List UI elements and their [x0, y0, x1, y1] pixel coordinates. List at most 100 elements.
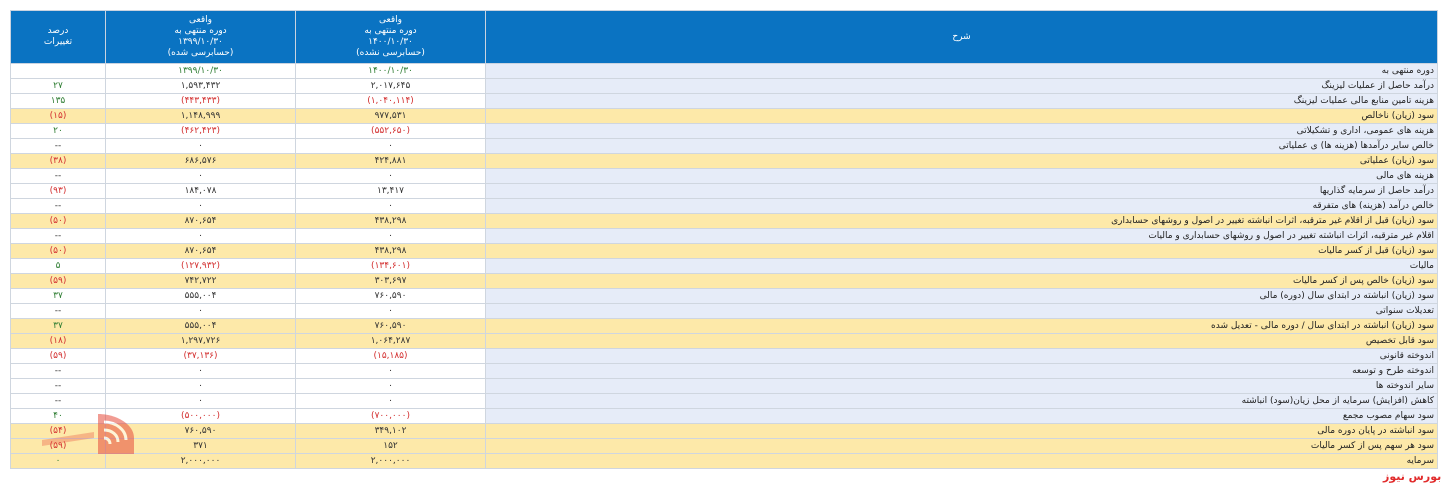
- row-previous-value: ۰: [105, 228, 296, 244]
- table-row: خالص سایر درآمدها (هزینه ها) ی عملیاتی ۰ ۰…: [10, 138, 1438, 154]
- row-change-value: ۱۳۵: [10, 93, 106, 109]
- row-description: سود (زیان) انباشته در ابتدای سال / دوره …: [485, 318, 1438, 334]
- table-row: سود (زیان) عملیاتی ۴۲۴,۸۸۱ ۶۸۶,۵۷۶ (۳۸): [10, 153, 1438, 169]
- row-change-value: (۵۹): [10, 348, 106, 364]
- row-change-value: --: [10, 378, 106, 394]
- row-description: درآمد حاصل از سرمایه گذاریها: [485, 183, 1438, 199]
- row-current-value: (۱,۰۴۰,۱۱۴): [295, 93, 486, 109]
- row-previous-value: (۵۰۰,۰۰۰): [105, 408, 296, 424]
- row-current-value: ۹۷۷,۵۳۱: [295, 108, 486, 124]
- row-current-value: ۰: [295, 303, 486, 319]
- row-description: هزینه تامین منابع مالی عملیات لیزینگ: [485, 93, 1438, 109]
- row-description: خالص سایر درآمدها (هزینه ها) ی عملیاتی: [485, 138, 1438, 154]
- table-row: سود (زیان) خالص پس از کسر مالیات ۳۰۳,۶۹۷ ۷…: [10, 273, 1438, 289]
- row-current-value: ۷۶۰,۵۹۰: [295, 288, 486, 304]
- row-change-value: --: [10, 228, 106, 244]
- row-previous-value: ۰: [105, 393, 296, 409]
- row-previous-value: ۸۷۰,۶۵۴: [105, 213, 296, 229]
- row-change-value: (۱۵): [10, 108, 106, 124]
- row-current-value: ۰: [295, 198, 486, 214]
- row-current-value: ۱۴۰۰/۱۰/۳۰: [295, 63, 486, 79]
- row-previous-value: ۷۴۲,۷۲۲: [105, 273, 296, 289]
- row-current-value: (۷۰۰,۰۰۰): [295, 408, 486, 424]
- row-change-value: ۵: [10, 258, 106, 274]
- row-previous-value: ۰: [105, 168, 296, 184]
- row-current-value: ۱,۰۶۴,۲۸۷: [295, 333, 486, 349]
- row-change-value: --: [10, 198, 106, 214]
- row-change-value: (۵۰): [10, 213, 106, 229]
- table-row: هزینه های عمومی، اداری و تشکیلاتی (۵۵۲,۶۵…: [10, 123, 1438, 139]
- row-current-value: ۰: [295, 138, 486, 154]
- table-row: درآمد حاصل از سرمایه گذاریها ۱۳,۴۱۷ ۱۸۴,۰۷…: [10, 183, 1438, 199]
- table-row: هزینه های مالی ۰ ۰ --: [10, 168, 1438, 184]
- row-previous-value: ۰: [105, 303, 296, 319]
- row-current-value: ۰: [295, 228, 486, 244]
- row-previous-value: ۰: [105, 198, 296, 214]
- row-description: تعدیلات سنواتی: [485, 303, 1438, 319]
- table-row: اندوخته طرح و توسعه ۰ ۰ --: [10, 363, 1438, 379]
- row-current-value: ۱۳,۴۱۷: [295, 183, 486, 199]
- row-previous-value: ۱,۱۴۸,۹۹۹: [105, 108, 296, 124]
- row-change-value: ۰: [10, 453, 106, 469]
- table-row: سود انباشته در پایان دوره مالی ۳۴۹,۱۰۲ ۷۶۰…: [10, 423, 1438, 439]
- table-row: خالص درآمد (هزینه) های متفرقه ۰ ۰ --: [10, 198, 1438, 214]
- row-previous-value: ۱۳۹۹/۱۰/۳۰: [105, 63, 296, 79]
- table-row: سود (زیان) انباشته در ابتدای سال (دوره) …: [10, 288, 1438, 304]
- table-row: سایر اندوخته ها ۰ ۰ --: [10, 378, 1438, 394]
- row-current-value: ۳۰۳,۶۹۷: [295, 273, 486, 289]
- row-description: دوره منتهی به: [485, 63, 1438, 79]
- row-change-value: (۱۸): [10, 333, 106, 349]
- row-change-value: (۹۳): [10, 183, 106, 199]
- row-current-value: ۲,۰۰۰,۰۰۰: [295, 453, 486, 469]
- row-current-value: ۴۳۸,۲۹۸: [295, 213, 486, 229]
- row-change-value: ۲۷: [10, 78, 106, 94]
- header-current-period: واقعی دوره منتهی به ۱۴۰۰/۱۰/۳۰ (حسابرسی …: [295, 10, 486, 64]
- table-row: سرمایه ۲,۰۰۰,۰۰۰ ۲,۰۰۰,۰۰۰ ۰: [10, 453, 1438, 469]
- table-body: دوره منتهی به ۱۴۰۰/۱۰/۳۰ ۱۳۹۹/۱۰/۳۰ درآمد ح…: [10, 63, 1438, 469]
- row-current-value: ۰: [295, 378, 486, 394]
- row-description: مالیات: [485, 258, 1438, 274]
- row-current-value: ۲,۰۱۷,۶۴۵: [295, 78, 486, 94]
- table-row: سود قابل تخصیص ۱,۰۶۴,۲۸۷ ۱,۲۹۷,۷۲۶ (۱۸): [10, 333, 1438, 349]
- row-current-value: ۴۲۴,۸۸۱: [295, 153, 486, 169]
- row-description: اقلام غیر مترقبه، اثرات انباشته تغییر در…: [485, 228, 1438, 244]
- row-description: سود قابل تخصیص: [485, 333, 1438, 349]
- row-previous-value: ۱,۵۹۳,۴۳۲: [105, 78, 296, 94]
- row-change-value: --: [10, 168, 106, 184]
- financial-table-container: شرح واقعی دوره منتهی به ۱۴۰۰/۱۰/۳۰ (حساب…: [10, 10, 1438, 469]
- row-previous-value: ۸۷۰,۶۵۴: [105, 243, 296, 259]
- row-current-value: ۱۵۲: [295, 438, 486, 454]
- row-previous-value: ۰: [105, 138, 296, 154]
- row-previous-value: (۱۲۷,۹۳۲): [105, 258, 296, 274]
- row-current-value: (۵۵۲,۶۵۰): [295, 123, 486, 139]
- row-current-value: ۰: [295, 363, 486, 379]
- row-change-value: [10, 63, 106, 79]
- row-change-value: --: [10, 303, 106, 319]
- row-description: هزینه های مالی: [485, 168, 1438, 184]
- income-statement-table: شرح واقعی دوره منتهی به ۱۴۰۰/۱۰/۳۰ (حساب…: [10, 10, 1438, 469]
- row-change-value: ۳۷: [10, 318, 106, 334]
- row-change-value: ۴۰: [10, 408, 106, 424]
- row-description: خالص درآمد (هزینه) های متفرقه: [485, 198, 1438, 214]
- row-description: سود سهام مصوب مجمع: [485, 408, 1438, 424]
- table-row: کاهش (افزایش) سرمایه از محل زیان(سود) ان…: [10, 393, 1438, 409]
- row-description: درآمد حاصل از عملیات لیزینگ: [485, 78, 1438, 94]
- table-row: دوره منتهی به ۱۴۰۰/۱۰/۳۰ ۱۳۹۹/۱۰/۳۰: [10, 63, 1438, 79]
- row-current-value: (۱۳۴,۶۰۱): [295, 258, 486, 274]
- table-row: تعدیلات سنواتی ۰ ۰ --: [10, 303, 1438, 319]
- row-description: سود (زیان) قبل از کسر مالیات: [485, 243, 1438, 259]
- table-row: سود (زیان) قبل از اقلام غیر مترقبه، اثرا…: [10, 213, 1438, 229]
- row-description: سود (زیان) عملیاتی: [485, 153, 1438, 169]
- row-description: سود (زیان) خالص پس از کسر مالیات: [485, 273, 1438, 289]
- table-row: سود هر سهم پس از کسر مالیات ۱۵۲ ۳۷۱ (۵۹): [10, 438, 1438, 454]
- header-description: شرح: [485, 10, 1438, 64]
- row-description: اندوخته قانونی: [485, 348, 1438, 364]
- row-current-value: ۰: [295, 168, 486, 184]
- row-change-value: ۳۷: [10, 288, 106, 304]
- row-change-value: (۵۹): [10, 273, 106, 289]
- row-previous-value: ۰: [105, 363, 296, 379]
- row-current-value: (۱۵,۱۸۵): [295, 348, 486, 364]
- table-row: مالیات (۱۳۴,۶۰۱) (۱۲۷,۹۳۲) ۵: [10, 258, 1438, 274]
- row-description: کاهش (افزایش) سرمایه از محل زیان(سود) ان…: [485, 393, 1438, 409]
- row-previous-value: (۴۶۲,۴۲۳): [105, 123, 296, 139]
